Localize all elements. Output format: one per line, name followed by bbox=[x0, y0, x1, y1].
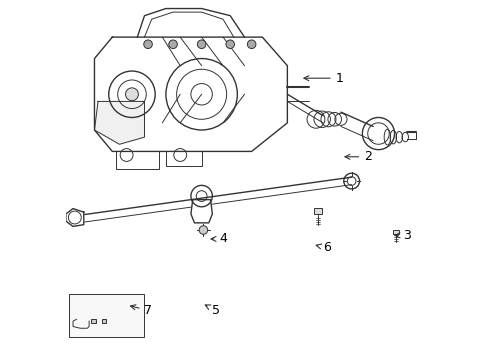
Polygon shape bbox=[190, 200, 212, 223]
Circle shape bbox=[197, 40, 205, 49]
Circle shape bbox=[125, 88, 138, 101]
Text: 6: 6 bbox=[316, 241, 330, 255]
Circle shape bbox=[143, 40, 152, 49]
Bar bbox=[165, 152, 201, 166]
Bar bbox=[69, 294, 144, 337]
Text: 1: 1 bbox=[303, 72, 343, 85]
Bar bbox=[116, 152, 159, 169]
Bar bbox=[392, 230, 398, 234]
Text: 3: 3 bbox=[394, 229, 410, 242]
Text: 7: 7 bbox=[130, 304, 152, 317]
Bar bbox=[102, 319, 106, 323]
Polygon shape bbox=[94, 37, 287, 152]
Circle shape bbox=[225, 40, 234, 49]
Circle shape bbox=[247, 40, 255, 49]
Text: 4: 4 bbox=[211, 233, 227, 246]
Circle shape bbox=[199, 226, 207, 234]
Bar bbox=[313, 207, 322, 214]
Polygon shape bbox=[66, 208, 83, 226]
Text: 2: 2 bbox=[344, 150, 371, 163]
Text: 5: 5 bbox=[205, 304, 220, 317]
Circle shape bbox=[168, 40, 177, 49]
Bar bbox=[91, 319, 95, 323]
Polygon shape bbox=[94, 102, 144, 144]
